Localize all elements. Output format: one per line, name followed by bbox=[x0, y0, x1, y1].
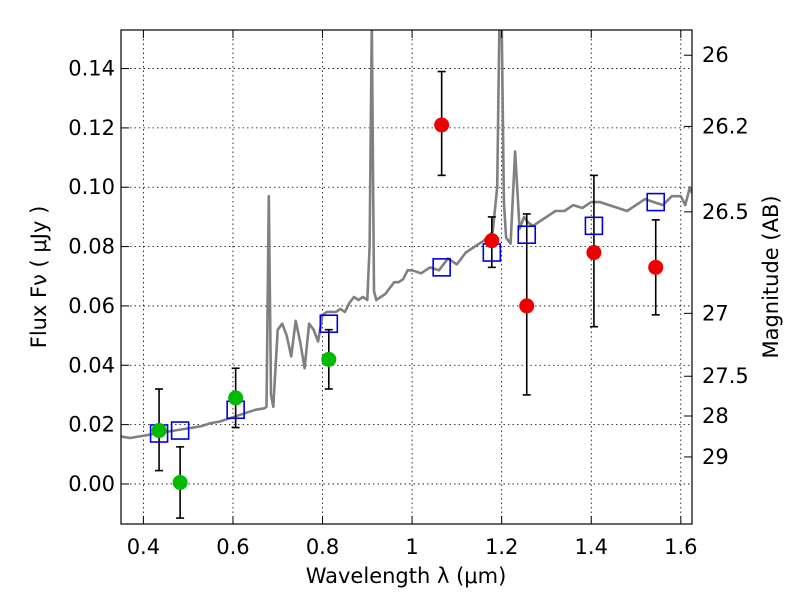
axis-ticks bbox=[121, 30, 692, 524]
photometry-point bbox=[586, 245, 602, 261]
spectrum-line bbox=[121, 30, 692, 440]
x-tick-label: 0.6 bbox=[216, 535, 249, 559]
y-tick-label: 0.00 bbox=[68, 472, 115, 496]
y-tick-label: 0.06 bbox=[68, 294, 115, 318]
x-tick-label: 1 bbox=[405, 535, 418, 559]
x-tick-label: 1.2 bbox=[485, 535, 518, 559]
photometry-point bbox=[228, 390, 244, 406]
model-square-point bbox=[319, 314, 339, 334]
error-bars bbox=[155, 70, 660, 519]
photometry-point bbox=[648, 259, 664, 275]
data-markers bbox=[149, 117, 666, 490]
model-square-point bbox=[584, 216, 604, 236]
right-tick-label: 26 bbox=[702, 43, 729, 67]
right-tick-label: 27.5 bbox=[702, 364, 749, 388]
right-tick-label: 27 bbox=[702, 301, 729, 325]
photometry-point bbox=[172, 474, 188, 490]
y-axis-label: Flux Fν ( μJy ) bbox=[27, 206, 51, 349]
x-tick-label: 1.6 bbox=[664, 535, 697, 559]
x-tick-label: 1.4 bbox=[575, 535, 608, 559]
y-tick-label: 0.04 bbox=[68, 353, 115, 377]
photometry-point bbox=[321, 351, 337, 367]
right-tick-label: 28 bbox=[702, 404, 729, 428]
photometry-point bbox=[151, 423, 167, 439]
y-tick-label: 0.12 bbox=[68, 116, 115, 140]
x-tick-label: 0.8 bbox=[306, 535, 339, 559]
model-spectrum bbox=[121, 30, 692, 440]
model-square-point bbox=[517, 225, 537, 245]
plot-frame bbox=[120, 29, 693, 525]
model-square-point bbox=[170, 421, 190, 440]
photometry-point bbox=[484, 233, 500, 249]
grid bbox=[121, 30, 692, 524]
y-tick-label: 0.10 bbox=[68, 175, 115, 199]
tick-labels: 0.4 0.6 0.8 1 1.2 1.4 1.6 0.00 0.02 0.04 0.06 0.08 0… bbox=[68, 43, 749, 559]
y-tick-label: 0.08 bbox=[68, 235, 115, 259]
x-tick-label: 0.4 bbox=[127, 535, 160, 559]
model-square-point bbox=[646, 192, 666, 212]
photometry-point bbox=[519, 298, 535, 314]
y-axis-right-label: Magnitude (AB) bbox=[759, 195, 783, 358]
right-tick-label: 26.2 bbox=[702, 114, 749, 138]
photometry-point bbox=[434, 117, 450, 133]
right-tick-label: 26.5 bbox=[702, 200, 749, 224]
model-square-point bbox=[432, 258, 451, 277]
right-tick-label: 29 bbox=[702, 445, 729, 469]
x-axis-label: Wavelength λ (μm) bbox=[306, 564, 507, 588]
y-tick-label: 0.02 bbox=[68, 413, 115, 437]
y-tick-label: 0.14 bbox=[68, 57, 115, 81]
